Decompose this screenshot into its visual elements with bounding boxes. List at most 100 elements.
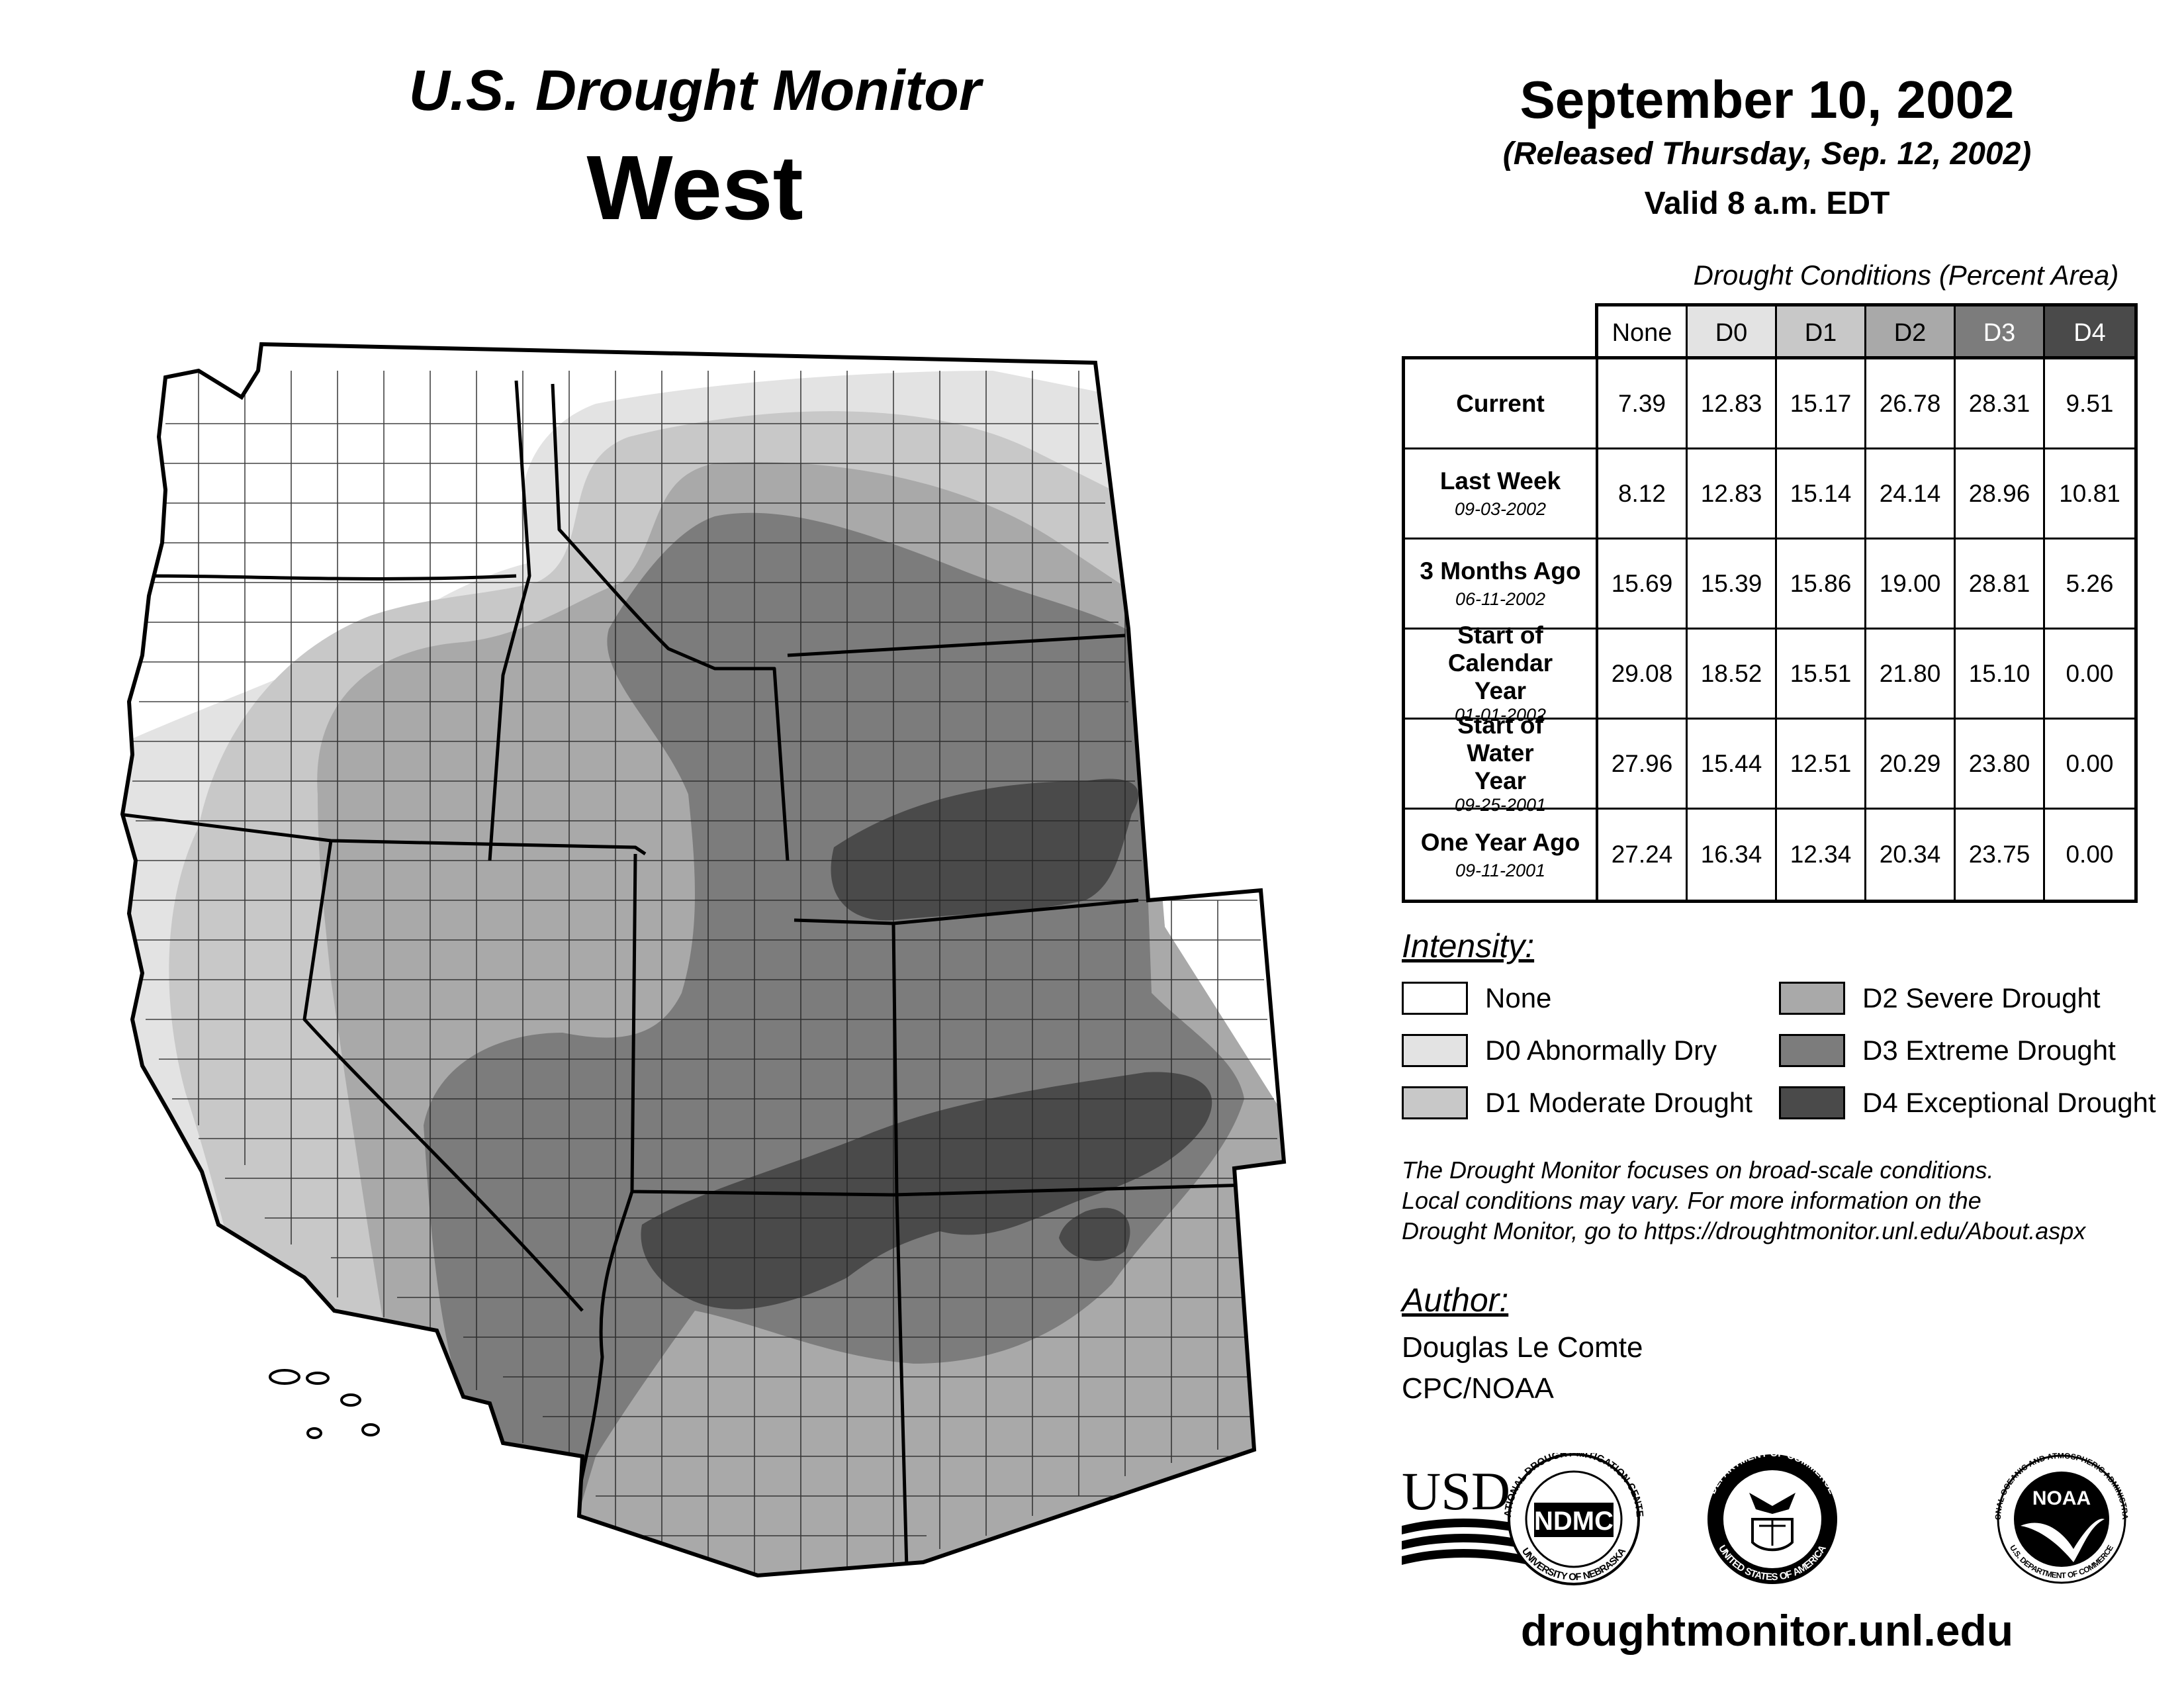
table-cell: 15.51 xyxy=(1777,630,1866,718)
table-cell: 0.00 xyxy=(2066,841,2114,868)
map-subtitle: U.S. Drought Monitor xyxy=(408,59,981,122)
legend-label: D2 Severe Drought xyxy=(1862,982,2101,1013)
table-cell: 12.34 xyxy=(1777,810,1866,900)
legend-swatch xyxy=(1402,1086,1468,1119)
row-label-date: 06-11-2002 xyxy=(1455,589,1546,609)
table-cell: 20.34 xyxy=(1866,810,1956,900)
table-cell: 26.78 xyxy=(1866,359,1956,447)
table-cell: 19.00 xyxy=(1866,539,1956,628)
legend-label: D1 Moderate Drought xyxy=(1485,1087,1752,1118)
legend-label: D0 Abnormally Dry xyxy=(1485,1035,1717,1066)
col-header-label: D3 xyxy=(1983,318,2016,347)
drought-stats-table: Current 7.39 12.83 15.17 26.78 28.31 9.5… xyxy=(1402,356,2138,903)
legend-item: D2 Severe Drought xyxy=(1779,982,2101,1015)
table-cell: 28.31 xyxy=(1956,359,2045,447)
col-header-d1: D1 xyxy=(1777,306,1866,359)
author-block: Douglas Le Comte CPC/NOAA xyxy=(1402,1327,1643,1409)
noaa-text: NOAA xyxy=(2032,1487,2091,1509)
row-label: 3 Months Ago 06-11-2002 xyxy=(1405,539,1598,628)
partner-logos: USDA NATIONAL DROUGHT MITIGATION CENTER … xyxy=(1402,1453,2130,1585)
author-heading: Author: xyxy=(1402,1282,1509,1319)
col-header-d3: D3 xyxy=(1956,306,2045,359)
note-line: Local conditions may vary. For more info… xyxy=(1402,1187,1981,1214)
table-cell: 15.39 xyxy=(1688,539,1777,628)
disclaimer-note: The Drought Monitor focuses on broad-sca… xyxy=(1402,1155,2169,1246)
table-cell: 20.29 xyxy=(1866,720,1956,808)
table-cell: 12.83 xyxy=(1688,359,1777,447)
table-cell: 10.81 xyxy=(2059,479,2120,507)
row-label-date: 09-25-2001 xyxy=(1454,795,1547,815)
ndmc-logo: NATIONAL DROUGHT MITIGATION CENTER UNIVE… xyxy=(1402,1453,1645,1585)
legend-swatch xyxy=(1779,1034,1845,1067)
shield-icon xyxy=(1751,1518,1794,1552)
author-org: CPC/NOAA xyxy=(1402,1372,1554,1405)
row-label-text: Start of Calendar Year xyxy=(1447,622,1553,704)
col-header-label: None xyxy=(1612,318,1672,347)
legend-swatch xyxy=(1402,1034,1468,1067)
row-label-text: Last Week xyxy=(1439,467,1561,494)
table-cell: 28.81 xyxy=(1956,539,2045,628)
d4-area xyxy=(641,1072,1212,1309)
table-cell: 15.44 xyxy=(1688,720,1777,808)
d3-area xyxy=(424,512,1244,1523)
col-header-d4: D4 xyxy=(2045,306,2134,359)
author-name: Douglas Le Comte xyxy=(1402,1331,1643,1364)
table-title: Drought Conditions (Percent Area) xyxy=(1693,259,2119,291)
legend-item: None xyxy=(1402,982,1551,1015)
table-cell: 23.80 xyxy=(1956,720,2045,808)
table-cell: 5.26 xyxy=(2066,569,2114,597)
table-cell: 0.00 xyxy=(2066,659,2114,687)
row-label-date: 09-11-2001 xyxy=(1455,860,1546,880)
d4-area xyxy=(831,778,1139,921)
legend-item: D4 Exceptional Drought xyxy=(1779,1086,2156,1119)
table-cell: 8.12 xyxy=(1598,449,1688,538)
ndmc-text: NDMC xyxy=(1534,1507,1614,1536)
website-url[interactable]: droughtmonitor.unl.edu xyxy=(1520,1606,2014,1655)
row-label-date: 01-01-2002 xyxy=(1454,705,1547,725)
table-row: Current 7.39 12.83 15.17 26.78 28.31 9.5… xyxy=(1405,359,2134,449)
row-label: One Year Ago 09-11-2001 xyxy=(1405,810,1598,900)
legend-heading: Intensity: xyxy=(1402,927,1535,964)
table-cell: 15.10 xyxy=(1956,630,2045,718)
seagull-icon xyxy=(2021,1519,2105,1562)
table-cell: 15.86 xyxy=(1777,539,1866,628)
map-region xyxy=(119,344,1291,1602)
table-cell: 18.52 xyxy=(1688,630,1777,718)
drought-map xyxy=(0,0,1324,1622)
commerce-seal: DEPARTMENT OF COMMERCE UNITED STATES OF … xyxy=(1707,1453,1838,1584)
table-row: 3 Months Ago 06-11-2002 15.69 15.39 15.86… xyxy=(1405,539,2134,630)
row-label-text: One Year Ago xyxy=(1420,828,1580,856)
table-cell: 28.96 xyxy=(1956,449,2045,538)
legend-swatch xyxy=(1779,1086,1845,1119)
table-row: Start of Calendar Year 01-01-2002 29.08 1… xyxy=(1405,622,2134,725)
col-header-label: D2 xyxy=(1893,318,1927,347)
row-label: Last Week 09-03-2002 xyxy=(1405,449,1598,538)
legend-swatch xyxy=(1402,982,1468,1015)
d4-area xyxy=(1059,1207,1130,1261)
table-cell: 9.51 xyxy=(2066,389,2114,417)
legend-label: None xyxy=(1485,982,1552,1013)
table-row: Start of Water Year 09-25-2001 27.96 15.4… xyxy=(1405,712,2134,815)
row-label: Start of Calendar Year 01-01-2002 xyxy=(1405,622,1598,725)
table-row: One Year Ago 09-11-2001 27.24 16.34 12.34… xyxy=(1405,810,2134,900)
col-header-label: D4 xyxy=(2073,318,2106,347)
table-cell: 27.24 xyxy=(1598,810,1688,900)
table-row: Last Week 09-03-2002 8.12 12.83 15.14 24.… xyxy=(1405,449,2134,539)
legend-item: D0 Abnormally Dry xyxy=(1402,1034,1717,1067)
row-label-text: Current xyxy=(1456,389,1545,417)
legend-item: D1 Moderate Drought xyxy=(1402,1086,1752,1119)
legend-item: D3 Extreme Drought xyxy=(1779,1034,2116,1067)
eagle-icon xyxy=(1749,1493,1796,1514)
note-line: The Drought Monitor focuses on broad-sca… xyxy=(1402,1156,1994,1184)
table-cell: 21.80 xyxy=(1866,630,1956,718)
table-cell: 24.14 xyxy=(1866,449,1956,538)
row-label-date: 09-03-2002 xyxy=(1454,499,1547,519)
col-header-d2: D2 xyxy=(1866,306,1956,359)
table-cell: 12.83 xyxy=(1688,449,1777,538)
map-title: West xyxy=(586,137,803,239)
note-line: Drought Monitor, go to https://droughtmo… xyxy=(1402,1217,2086,1244)
table-cell: 27.96 xyxy=(1598,720,1688,808)
col-header-d0: D0 xyxy=(1688,306,1777,359)
table-cell: 12.51 xyxy=(1777,720,1866,808)
col-header-label: D0 xyxy=(1715,318,1748,347)
